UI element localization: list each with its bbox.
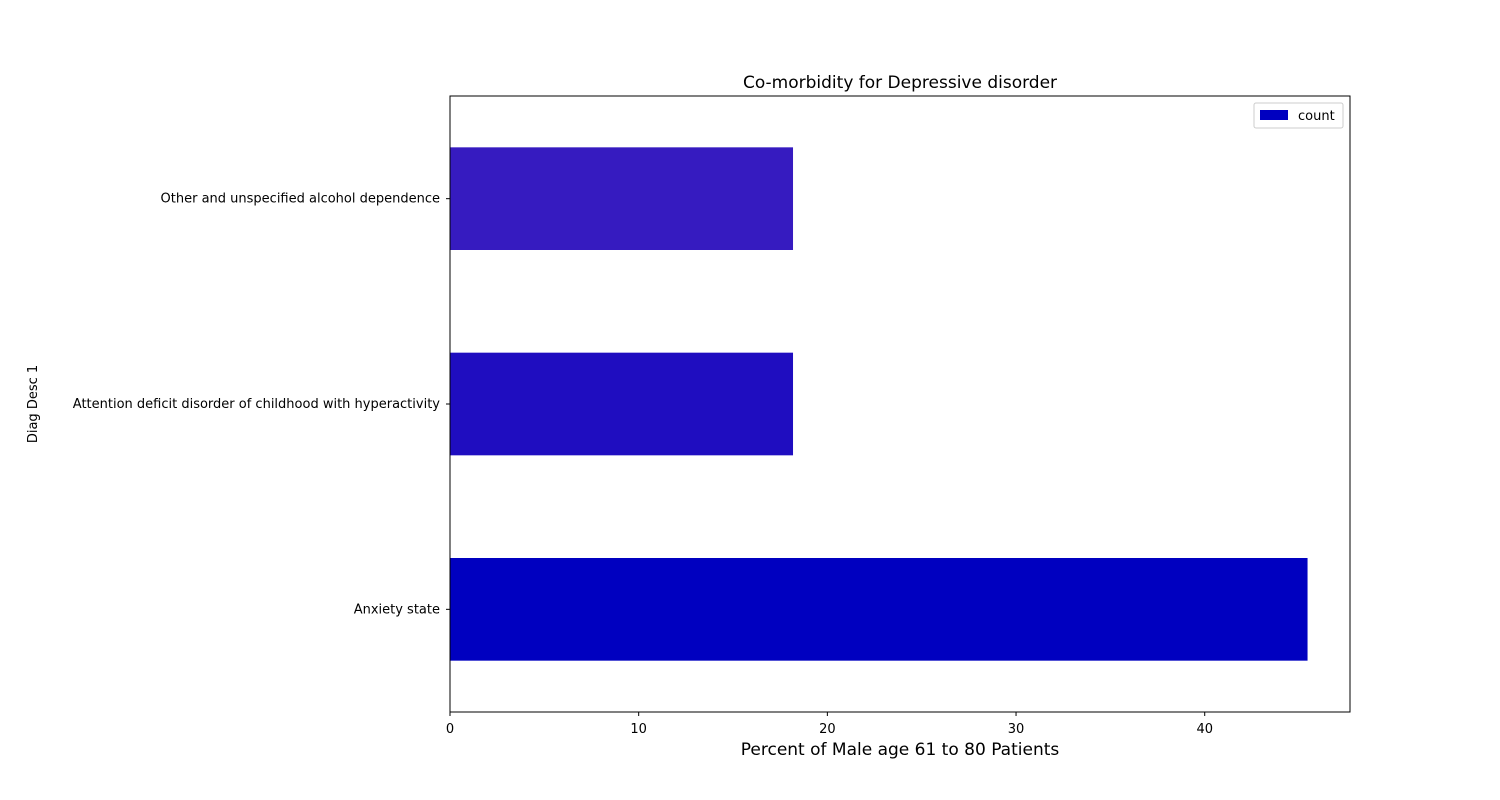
y-tick-label: Other and unspecified alcohol dependence (161, 192, 440, 207)
legend: count (1253, 102, 1344, 129)
legend-swatch (1260, 110, 1288, 120)
y-axis-label: Diag Desc 1 (26, 365, 41, 443)
bars-group (450, 147, 1308, 661)
x-axis-label: Percent of Male age 61 to 80 Patients (741, 740, 1060, 760)
bar (450, 558, 1308, 661)
bar (450, 352, 794, 456)
x-tick-label: 20 (819, 722, 836, 737)
y-tick-label: Attention deficit disorder of childhood … (73, 397, 441, 412)
legend-label: count (1298, 109, 1335, 124)
x-tick-label: 0 (446, 722, 454, 737)
x-tick-label: 10 (630, 722, 647, 737)
legend-box (1253, 102, 1344, 129)
x-axis: 0 10 20 30 40 (446, 712, 1213, 737)
chart-title: Co-morbidity for Depressive disorder (743, 73, 1057, 93)
x-tick-label: 40 (1196, 722, 1213, 737)
bar (450, 147, 794, 250)
y-tick-label: Anxiety state (354, 602, 440, 617)
x-tick-label: 30 (1008, 722, 1025, 737)
y-axis: Anxiety state Attention deficit disorder … (73, 192, 450, 617)
